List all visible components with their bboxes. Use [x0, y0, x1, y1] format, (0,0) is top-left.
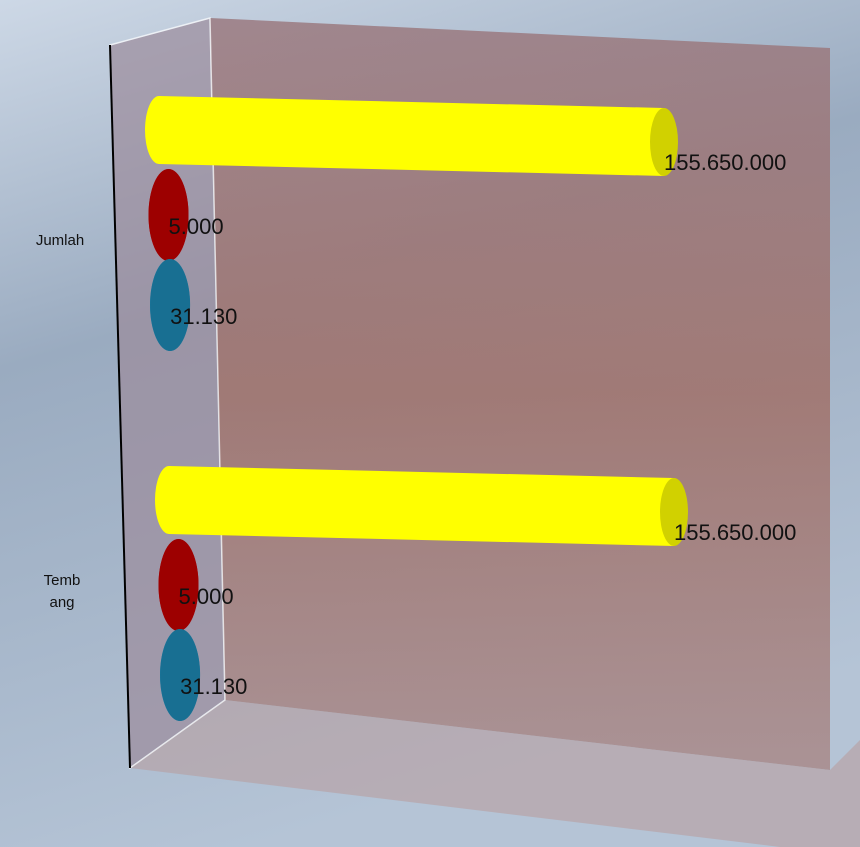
category-text: Tembang: [43, 572, 81, 611]
category-text: Jumlah: [35, 232, 85, 249]
bar-end-cap: [160, 629, 201, 721]
category-label: Tembang: [43, 572, 81, 611]
bar-end-cap: [660, 478, 688, 546]
axis-line: [109, 44, 131, 769]
bar-end-cap: [158, 539, 199, 631]
bar-end-cap: [650, 108, 678, 176]
bar-end-cap: [150, 259, 191, 351]
bar-start-cap: [145, 96, 173, 164]
back-wall: [210, 18, 830, 770]
value-label: 5.000: [179, 584, 234, 609]
value-label: 31.130: [170, 304, 237, 329]
value-label: 5.000: [169, 214, 224, 239]
bar: [159, 96, 664, 176]
bar-start-cap: [155, 466, 183, 534]
value-label: 31.130: [180, 674, 247, 699]
value-label: 155.650.000: [664, 150, 786, 175]
value-label: 155.650.000: [674, 520, 796, 545]
bar: [169, 466, 674, 546]
bar-end-cap: [148, 169, 189, 261]
category-label: Jumlah: [35, 232, 85, 249]
plot: Jumlah 155.650.000 5.000 31.130 Tembang 155.6…: [35, 96, 796, 721]
floor: [130, 700, 860, 847]
